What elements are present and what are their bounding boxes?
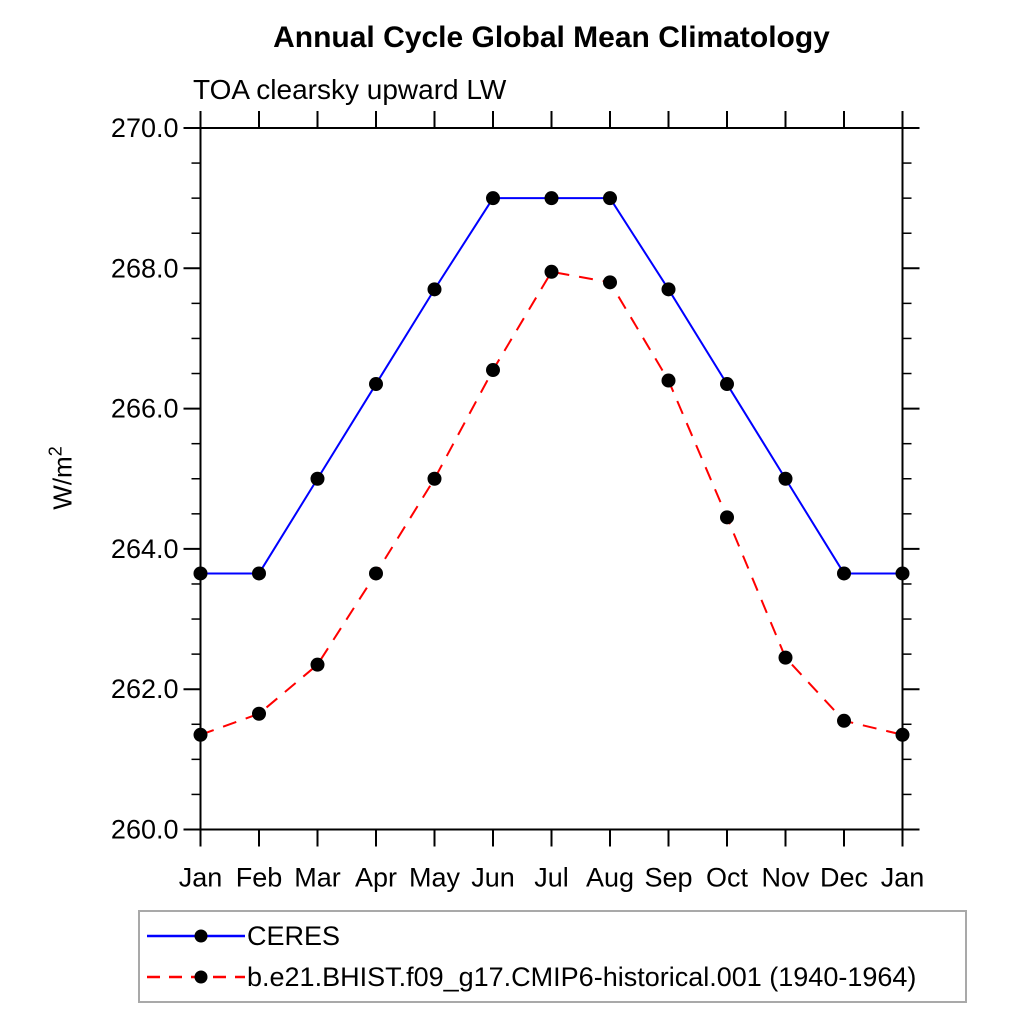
- data-point-marker: [837, 566, 851, 581]
- x-tick-label: Jan: [179, 863, 223, 893]
- x-tick-label: Jun: [471, 863, 515, 893]
- x-tick-label: Jan: [881, 863, 925, 893]
- data-point-marker: [778, 471, 793, 486]
- x-tick-label: Sep: [644, 863, 692, 893]
- data-point-marker: [252, 706, 266, 721]
- data-point-marker: [427, 471, 442, 486]
- series-line-0: [200, 197, 903, 575]
- y-tick-label: 260.0: [111, 815, 179, 845]
- data-point-marker: [252, 566, 266, 581]
- data-point-marker: [369, 377, 383, 392]
- x-tick-label: Aug: [586, 863, 634, 893]
- data-point-marker: [661, 282, 676, 297]
- x-tick-label: Nov: [761, 863, 810, 893]
- data-point-marker: [193, 566, 208, 581]
- data-point-marker: [193, 727, 208, 742]
- data-point-marker: [895, 727, 910, 742]
- data-point-marker: [486, 363, 500, 378]
- data-point-marker: [603, 275, 617, 290]
- data-point-marker: [369, 566, 383, 581]
- legend: CERES b.e21.BHIST.f09_g17.CMIP6-historic…: [138, 910, 967, 1003]
- y-tick-label: 264.0: [111, 534, 179, 564]
- x-tick-label: Jul: [534, 863, 569, 893]
- data-point-marker: [310, 657, 325, 672]
- chart-title: Annual Cycle Global Mean Climatology: [273, 21, 830, 54]
- plot-frame: [199, 127, 904, 831]
- x-tick-label: May: [409, 863, 461, 893]
- data-point-marker: [661, 373, 676, 388]
- y-tick-label: 268.0: [111, 253, 179, 283]
- legend-label-model: b.e21.BHIST.f09_g17.CMIP6-historical.001…: [247, 961, 917, 992]
- series-line-1: [200, 270, 903, 736]
- data-point-marker: [778, 650, 793, 665]
- data-point-marker: [310, 471, 325, 486]
- x-tick-label: Apr: [355, 863, 397, 893]
- data-point-marker: [486, 191, 500, 206]
- data-point-marker: [544, 264, 559, 279]
- chart-subtitle: TOA clearsky upward LW: [193, 74, 507, 105]
- data-point-marker: [720, 510, 734, 525]
- legend-item-model: b.e21.BHIST.f09_g17.CMIP6-historical.001…: [140, 957, 965, 998]
- data-point-marker: [427, 282, 442, 297]
- y-tick-label: 266.0: [111, 394, 179, 424]
- legend-item-ceres: CERES: [140, 916, 965, 957]
- x-tick-label: Oct: [706, 863, 749, 893]
- x-tick-label: Feb: [236, 863, 283, 893]
- data-point-marker: [895, 566, 910, 581]
- data-point-marker: [544, 191, 559, 206]
- data-point-marker: [603, 191, 617, 206]
- x-tick-label: Dec: [820, 863, 868, 893]
- data-point-marker: [837, 713, 851, 728]
- legend-dashed-line-sample: [147, 970, 245, 984]
- y-tick-label: 262.0: [111, 674, 179, 704]
- data-point-marker: [720, 377, 734, 392]
- legend-solid-line-sample: [147, 929, 245, 943]
- x-tick-label: Mar: [294, 863, 341, 893]
- y-tick-label: 270.0: [111, 113, 179, 143]
- legend-label-ceres: CERES: [247, 920, 341, 951]
